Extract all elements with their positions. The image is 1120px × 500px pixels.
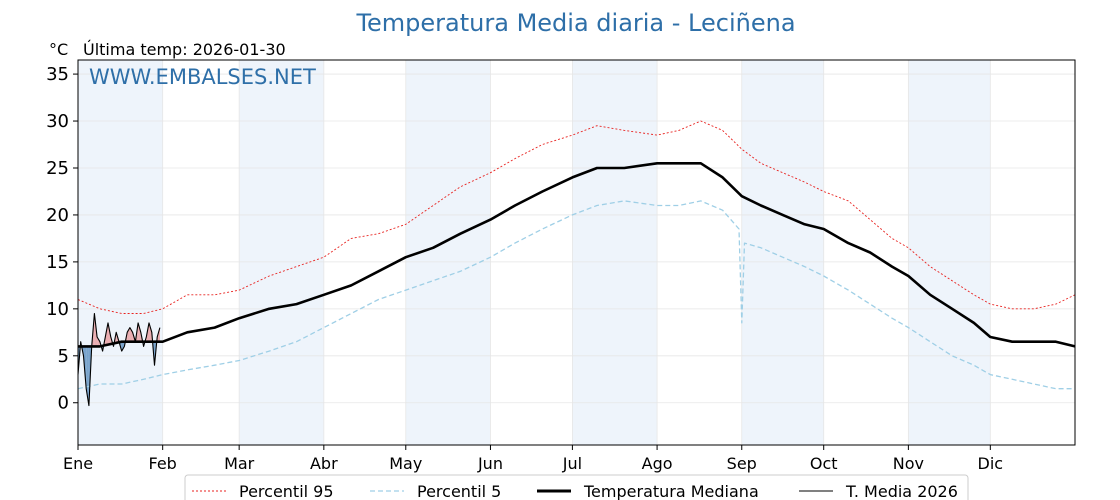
deviation-fill: [97, 337, 100, 347]
last-temp-label: Última temp: 2026-01-30: [83, 40, 286, 59]
plot-frame: [77, 59, 1076, 446]
x-tick-label-dic: Dic: [978, 454, 1004, 473]
month-band-jul: [572, 60, 658, 445]
x-tick-label-nov: Nov: [893, 454, 924, 473]
deviation-fill: [127, 327, 130, 342]
chart-title: Temperatura Media diaria - Leciñena: [355, 9, 795, 37]
series-line-temperatura-mediana: [78, 162, 1076, 348]
y-tick-label: 30: [46, 111, 69, 132]
x-tick-label-sep: Sep: [727, 454, 757, 473]
deviation-fill: [149, 322, 152, 342]
deviation-fill: [121, 341, 125, 352]
unit-label: °C: [49, 40, 68, 59]
y-tick-label: 0: [58, 393, 69, 414]
x-tick-label-oct: Oct: [810, 454, 838, 473]
legend-label-current: T. Media 2026: [845, 482, 958, 500]
deviation-fill: [129, 327, 133, 342]
x-tick-label-feb: Feb: [149, 454, 177, 473]
deviation-fill: [138, 322, 141, 342]
legend-label-p95: Percentil 95: [239, 482, 334, 500]
x-tick-label-jul: Jul: [562, 454, 582, 473]
brand-watermark: WWW.EMBALSES.NET: [89, 65, 316, 89]
month-band-mar: [239, 60, 324, 445]
x-tick-label-may: May: [389, 454, 422, 473]
y-tick-label: 5: [58, 346, 69, 367]
month-bands: [78, 60, 991, 445]
month-band-sep: [741, 60, 824, 445]
x-tick-label-mar: Mar: [224, 454, 255, 473]
y-axis: 0 5 10 15 20 25 30 35: [46, 64, 78, 414]
month-band-ene: [78, 60, 163, 445]
y-tick-label: 35: [46, 64, 69, 85]
month-band-nov: [908, 60, 991, 445]
x-tick-label-ago: Ago: [642, 454, 673, 473]
y-tick-label: 25: [46, 158, 69, 179]
legend-box: [184, 474, 969, 500]
legend-label-median: Temperatura Mediana: [583, 482, 759, 500]
y-tick-label: 10: [46, 299, 69, 320]
y-tick-label: 20: [46, 205, 69, 226]
y-tick-label: 15: [46, 252, 69, 273]
x-tick-label-abr: Abr: [310, 454, 338, 473]
series-line-percentil-5: [77, 200, 1075, 390]
x-tick-label-jun: Jun: [477, 454, 503, 473]
series-lines: [77, 120, 1076, 407]
x-axis: Ene Feb Mar Abr May Jun Jul Ago Sep Oct Nov Dic: [63, 445, 1003, 473]
series-line-t-media-2026: [77, 312, 161, 407]
series-line-percentil-95: [77, 120, 1076, 314]
legend: Percentil 95 Percentil 5 Temperatura Med…: [184, 474, 969, 500]
legend-label-p5: Percentil 5: [417, 482, 501, 500]
x-tick-label-ene: Ene: [63, 454, 93, 473]
